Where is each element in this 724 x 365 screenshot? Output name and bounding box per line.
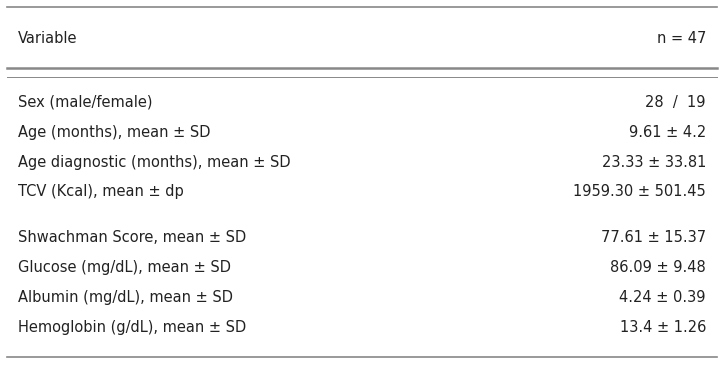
Text: 28  /  19: 28 / 19 <box>645 95 706 110</box>
Text: Glucose (mg/dL), mean ± SD: Glucose (mg/dL), mean ± SD <box>18 260 231 275</box>
Text: 9.61 ± 4.2: 9.61 ± 4.2 <box>628 124 706 140</box>
Text: Variable: Variable <box>18 31 77 46</box>
Text: 1959.30 ± 501.45: 1959.30 ± 501.45 <box>573 184 706 200</box>
Text: Hemoglobin (g/dL), mean ± SD: Hemoglobin (g/dL), mean ± SD <box>18 319 246 335</box>
Text: Age (months), mean ± SD: Age (months), mean ± SD <box>18 124 211 140</box>
Text: 86.09 ± 9.48: 86.09 ± 9.48 <box>610 260 706 275</box>
Text: Shwachman Score, mean ± SD: Shwachman Score, mean ± SD <box>18 230 246 245</box>
Text: 13.4 ± 1.26: 13.4 ± 1.26 <box>620 319 706 335</box>
Text: Albumin (mg/dL), mean ± SD: Albumin (mg/dL), mean ± SD <box>18 289 233 305</box>
Text: n = 47: n = 47 <box>657 31 706 46</box>
Text: 77.61 ± 15.37: 77.61 ± 15.37 <box>601 230 706 245</box>
Text: Age diagnostic (months), mean ± SD: Age diagnostic (months), mean ± SD <box>18 154 291 170</box>
Text: TCV (Kcal), mean ± dp: TCV (Kcal), mean ± dp <box>18 184 184 200</box>
Text: Sex (male/female): Sex (male/female) <box>18 95 153 110</box>
Text: 4.24 ± 0.39: 4.24 ± 0.39 <box>620 289 706 305</box>
Text: 23.33 ± 33.81: 23.33 ± 33.81 <box>602 154 706 170</box>
